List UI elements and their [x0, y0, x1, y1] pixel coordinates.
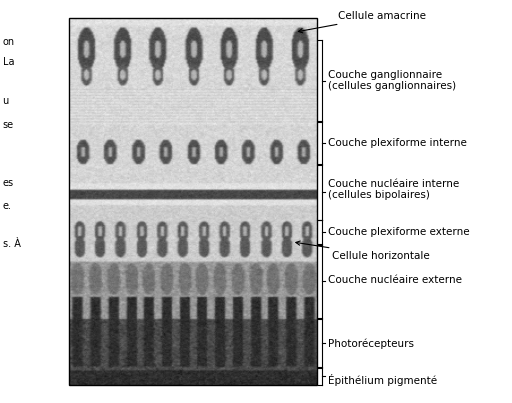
Text: Couche plexiforme interne: Couche plexiforme interne — [328, 138, 466, 148]
Text: Couche nucléaire externe: Couche nucléaire externe — [328, 275, 462, 285]
Text: es: es — [3, 179, 14, 188]
Text: Épithélium pigmenté: Épithélium pigmenté — [328, 374, 437, 386]
Text: se: se — [3, 120, 14, 130]
Text: La: La — [3, 58, 14, 67]
Text: s. À: s. À — [3, 239, 20, 249]
Text: Couche nucléaire interne
(cellules bipolaires): Couche nucléaire interne (cellules bipol… — [328, 179, 459, 200]
Text: Photorécepteurs: Photorécepteurs — [328, 338, 414, 349]
Text: on: on — [3, 37, 15, 47]
Bar — [69, 18, 317, 385]
Text: u: u — [3, 96, 9, 106]
Text: Couche ganglionnaire
(cellules ganglionnaires): Couche ganglionnaire (cellules ganglionn… — [328, 70, 456, 91]
Text: e.: e. — [3, 201, 12, 210]
Text: Couche plexiforme externe: Couche plexiforme externe — [328, 227, 470, 237]
Text: Cellule amacrine: Cellule amacrine — [298, 11, 426, 33]
Text: Cellule horizontale: Cellule horizontale — [296, 241, 430, 261]
